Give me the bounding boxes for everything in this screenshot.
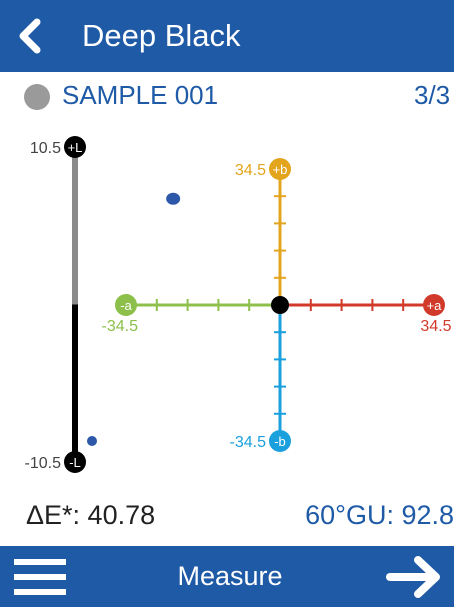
page-title: Deep Black (82, 18, 241, 53)
minus-b-limit-label: -34.5 (230, 434, 267, 451)
plus-b-badge-label: +b (273, 162, 288, 177)
plus-a-limit-label: 34.5 (420, 318, 451, 335)
next-button[interactable] (386, 554, 446, 600)
sample-name: SAMPLE 001 (62, 80, 219, 110)
footer-bar: Measure (0, 546, 454, 607)
plus-b-badge (269, 158, 291, 180)
ab-measurement-point (166, 192, 181, 205)
plus-a-badge (423, 294, 445, 316)
plus-b-limit-label: 34.5 (235, 162, 266, 179)
plus-L-badge (64, 136, 86, 158)
minus-b-badge-label: -b (274, 434, 286, 449)
sample-swatch (24, 84, 50, 110)
plus-L-badge-label: +L (68, 140, 83, 155)
plus-a-badge-label: +a (427, 298, 443, 313)
arrow-right-icon (386, 556, 440, 598)
minus-a-limit-label: -34.5 (102, 318, 139, 335)
L-measurement-point (87, 436, 97, 446)
origin-point (271, 296, 289, 314)
sample-row: SAMPLE 001 3/3 (0, 76, 454, 116)
hamburger-menu-icon (14, 559, 66, 595)
plus-L-limit-label: 10.5 (30, 140, 61, 157)
header-bar: Deep Black (0, 0, 454, 72)
color-difference-plot: -a +a +b -b -34.5 34.5 34.5 -34.5 +L -L 10.5 -10.5 (0, 120, 454, 490)
minus-b-badge (269, 430, 291, 452)
chevron-left-icon (19, 18, 41, 54)
minus-a-badge (115, 294, 137, 316)
minus-L-limit-label: -10.5 (25, 455, 62, 472)
plot-canvas: -a +a +b -b -34.5 34.5 34.5 -34.5 +L -L 10.5 -10.5 (25, 136, 452, 473)
sample-count: 3/3 (414, 80, 451, 110)
back-button[interactable] (0, 0, 60, 72)
minus-L-badge (64, 451, 86, 473)
measure-button[interactable]: Measure (177, 561, 283, 591)
minus-a-badge-label: -a (120, 298, 132, 313)
gloss-readout: 60°GU: 92.8 (305, 500, 454, 530)
delta-e-readout: ΔE*: 40.78 (26, 500, 156, 530)
menu-button[interactable] (14, 558, 66, 596)
minus-L-badge-label: -L (69, 455, 81, 470)
